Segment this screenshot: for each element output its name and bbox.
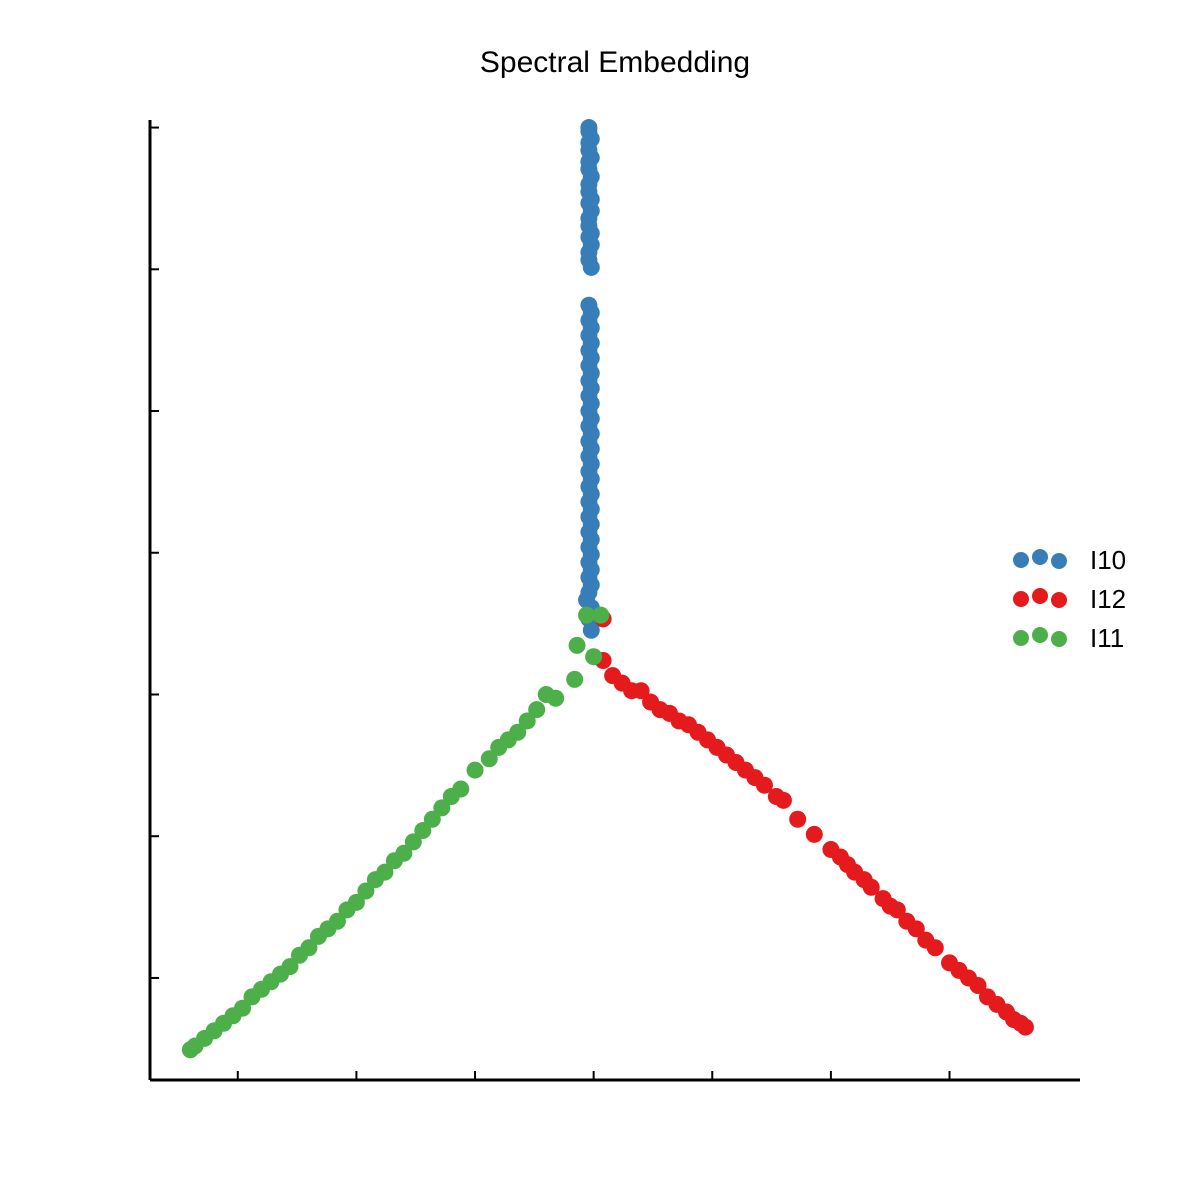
legend-marker [1051, 631, 1067, 647]
legend-marker [1013, 552, 1029, 568]
scatter-point [181, 1041, 199, 1059]
scatter-point [309, 927, 327, 945]
legend-marker [1051, 592, 1067, 608]
scatter-point [888, 901, 906, 919]
scatter-point [442, 788, 460, 806]
scatter-point [755, 776, 773, 794]
scatter-point [518, 712, 536, 730]
scatter-point [805, 825, 823, 843]
scatter-point [338, 901, 356, 919]
scatter-point [537, 685, 555, 703]
legend-marker [1032, 549, 1048, 565]
legend-marker [1032, 588, 1048, 604]
scatter-point [632, 682, 650, 700]
legend-marker [1051, 553, 1067, 569]
scatter-point [404, 833, 422, 851]
scatter-point [433, 799, 451, 817]
legend: I10 I12 I11 [1013, 545, 1126, 653]
scatter-point [926, 939, 944, 957]
legend-label: I12 [1090, 584, 1126, 614]
scatter-point [414, 822, 432, 840]
scatter-point [466, 761, 484, 779]
chart-title: Spectral Embedding [480, 46, 750, 79]
scatter-point [585, 648, 603, 666]
scatter-point [582, 621, 600, 639]
legend-marker [1013, 591, 1029, 607]
scatter-point [243, 988, 261, 1006]
scatter-point [528, 701, 546, 719]
scatter-point [490, 738, 508, 756]
axes [148, 120, 1080, 1082]
scatter-point [1016, 1018, 1034, 1036]
legend-label: I10 [1090, 545, 1126, 575]
legend-marker [1032, 627, 1048, 643]
scatter-point [480, 750, 498, 768]
scatter-point [366, 871, 384, 889]
scatter-point [568, 636, 586, 654]
scatter-point [789, 810, 807, 828]
scatter-point [969, 977, 987, 995]
scatter-point [385, 852, 403, 870]
scatter-point [423, 810, 441, 828]
legend-label: I11 [1090, 623, 1124, 653]
scatter-point [578, 606, 596, 624]
legend-marker [1013, 630, 1029, 646]
data-points [181, 119, 1034, 1059]
scatter-point [566, 670, 584, 688]
scatter-point [862, 878, 880, 896]
scatter-point [357, 882, 375, 900]
scatter-point [774, 791, 792, 809]
scatter-point [592, 606, 610, 624]
scatter-point [582, 258, 600, 276]
scatter-point [907, 920, 925, 938]
scatter-point [290, 946, 308, 964]
